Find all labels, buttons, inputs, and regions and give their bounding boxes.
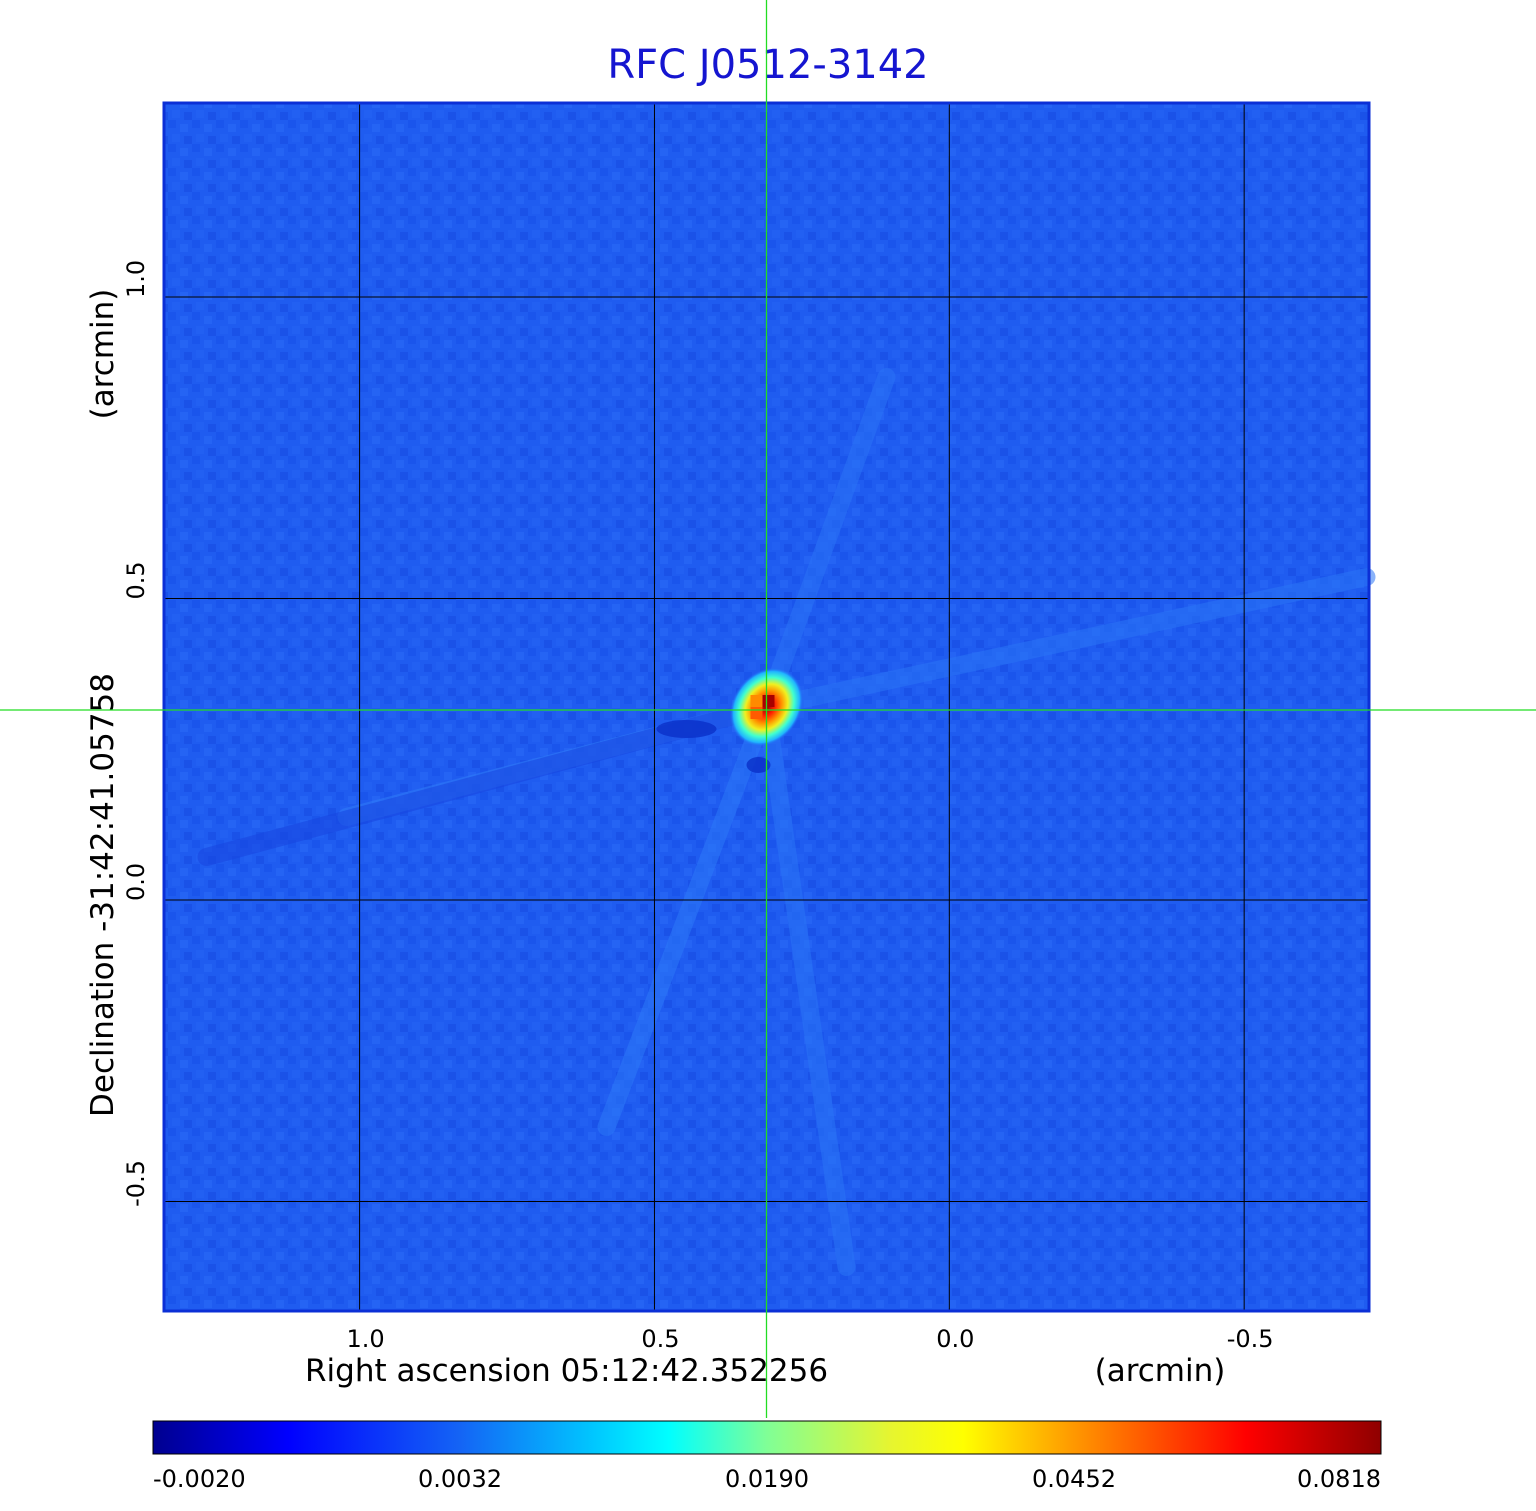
source-pixel xyxy=(750,707,763,719)
colorbar-gradient xyxy=(152,1420,1382,1455)
y-tick-label: 1.0 xyxy=(122,260,150,298)
source-peak-pixel xyxy=(762,695,775,707)
source-pixel xyxy=(750,695,763,707)
x-tick-label: 0.0 xyxy=(936,1325,974,1353)
y-axis-unit: (arcmin) xyxy=(85,289,121,420)
y-tick-label: 0.5 xyxy=(122,561,150,599)
x-tick-label: 0.5 xyxy=(641,1325,679,1353)
x-axis-unit: (arcmin) xyxy=(1095,1353,1226,1389)
sidelobe-streak xyxy=(757,698,856,1276)
colorbar: -0.0020 0.0032 0.0190 0.0452 0.0818 xyxy=(152,1420,1382,1493)
x-tick-label: 1.0 xyxy=(347,1325,385,1353)
colorbar-tick-label: 0.0818 xyxy=(1297,1465,1381,1493)
colorbar-tick-label: 0.0032 xyxy=(418,1465,502,1493)
negative-lobe xyxy=(746,757,771,773)
y-tick-label: -0.5 xyxy=(122,1160,150,1207)
sidelobe-streak xyxy=(597,698,776,1136)
colorbar-tick-label: 0.0452 xyxy=(1032,1465,1116,1493)
chart-title: RFC J0512-3142 xyxy=(607,42,929,88)
colorbar-tick-label: 0.0190 xyxy=(725,1465,809,1493)
sidelobe-streak xyxy=(757,368,896,716)
colorbar-tick-label: -0.0020 xyxy=(153,1465,246,1493)
x-tick-label: -0.5 xyxy=(1227,1325,1274,1353)
axis-layer: 1.0 0.5 0.0 -0.5 1.0 0.5 0.0 -0.5 Right ascensio… xyxy=(0,0,1536,1418)
negative-lobe xyxy=(656,720,717,738)
x-axis-label: Right ascension 05:12:42.352256 xyxy=(305,1353,828,1389)
y-axis-label: Declination -31:42:41.05758 xyxy=(85,673,121,1117)
y-tick-label: 0.0 xyxy=(122,863,150,901)
